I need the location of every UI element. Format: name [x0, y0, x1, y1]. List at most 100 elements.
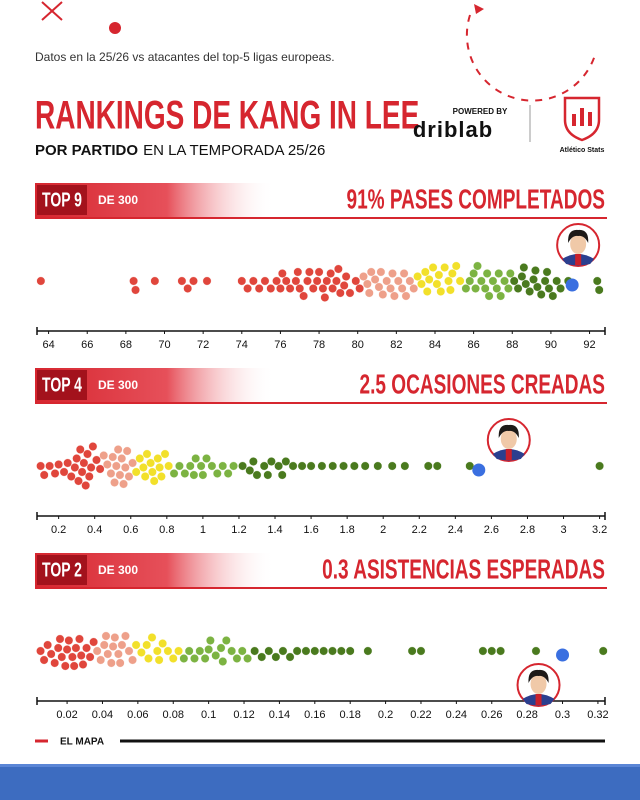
x-tick-label: 82 — [390, 339, 402, 351]
dot — [157, 472, 166, 481]
dot — [50, 658, 60, 668]
dot — [179, 654, 189, 663]
dot — [89, 637, 99, 647]
dot — [376, 267, 386, 277]
dot — [245, 466, 255, 475]
dot — [142, 640, 152, 650]
dot — [455, 276, 465, 286]
dot — [153, 454, 163, 463]
dot — [393, 276, 403, 286]
dot — [212, 469, 222, 478]
dot — [299, 291, 309, 301]
dot — [237, 276, 247, 286]
photo-hair — [568, 229, 589, 243]
x-tick-label: 1.2 — [231, 524, 246, 536]
dot — [79, 458, 89, 468]
dot — [505, 269, 515, 278]
dot — [540, 276, 550, 286]
dot — [92, 646, 102, 656]
dot — [83, 449, 92, 459]
dot — [436, 287, 446, 296]
dot — [39, 470, 49, 480]
dot — [517, 272, 527, 281]
dot — [189, 276, 198, 286]
dot — [386, 284, 395, 293]
dot — [478, 646, 488, 656]
dot — [53, 643, 63, 653]
x-tick-label: 1.8 — [339, 524, 354, 536]
dot — [281, 276, 291, 286]
dot — [59, 467, 69, 477]
dot — [128, 655, 137, 665]
decoration — [41, 1, 596, 102]
period-bold: POR PARTIDO — [35, 142, 138, 159]
dot — [417, 279, 426, 289]
x-tick-label: 74 — [236, 339, 248, 351]
dot — [175, 461, 184, 471]
dot — [191, 454, 201, 463]
dot — [399, 269, 409, 278]
dot — [43, 640, 53, 650]
dot — [184, 646, 194, 656]
dot — [99, 640, 109, 650]
dot — [328, 646, 337, 656]
dot — [317, 461, 327, 471]
dot — [487, 646, 497, 656]
footer-label: EL MAPA — [60, 737, 104, 748]
dot — [293, 267, 303, 277]
dot — [277, 269, 287, 278]
dot — [55, 634, 65, 644]
decoration-triangle — [474, 4, 484, 14]
dot — [364, 288, 374, 298]
decoration-dot — [109, 22, 121, 34]
x-tick-label: 78 — [313, 339, 325, 351]
dot — [211, 651, 221, 660]
dot — [70, 463, 80, 472]
highlight-dot — [565, 278, 579, 292]
x-tick-label: 0.32 — [587, 709, 608, 721]
dot — [71, 643, 81, 653]
player-photo — [516, 663, 561, 707]
dot — [218, 461, 228, 471]
dot — [310, 646, 320, 656]
dot — [106, 658, 116, 668]
dot — [155, 463, 165, 472]
dot — [274, 461, 284, 471]
dot — [185, 461, 195, 471]
dot — [207, 461, 217, 471]
dot — [373, 461, 383, 471]
dot — [248, 276, 258, 286]
x-tick-label: 2 — [380, 524, 386, 536]
dot — [174, 646, 183, 656]
dot — [227, 646, 237, 656]
x-tick-label: 92 — [583, 339, 595, 351]
rank-of: DE 300 — [98, 378, 138, 392]
dot — [328, 284, 337, 293]
dot — [598, 646, 608, 656]
dot — [387, 461, 397, 471]
dot — [115, 470, 125, 480]
rank-label: TOP 4 — [42, 374, 83, 396]
dot — [221, 636, 231, 645]
dot — [45, 461, 55, 471]
x-tick-label: 0.4 — [87, 524, 102, 536]
dot — [278, 646, 288, 656]
dot — [121, 631, 130, 641]
x-tick-label: 84 — [429, 339, 441, 351]
dot — [521, 279, 531, 289]
dot — [465, 276, 475, 286]
dot — [198, 470, 208, 480]
dot — [95, 464, 105, 474]
dot — [64, 636, 74, 645]
dot — [147, 633, 157, 642]
subtitle: Datos en la 25/26 vs atacantes del top-5… — [35, 50, 335, 64]
dot — [84, 472, 94, 481]
dot — [531, 646, 541, 656]
dot — [471, 284, 480, 293]
dot — [96, 655, 106, 665]
x-tick-label: 0.2 — [51, 524, 66, 536]
dot — [189, 470, 199, 480]
dot — [67, 652, 77, 662]
x-tick-label: 68 — [120, 339, 132, 351]
dot — [124, 646, 134, 656]
